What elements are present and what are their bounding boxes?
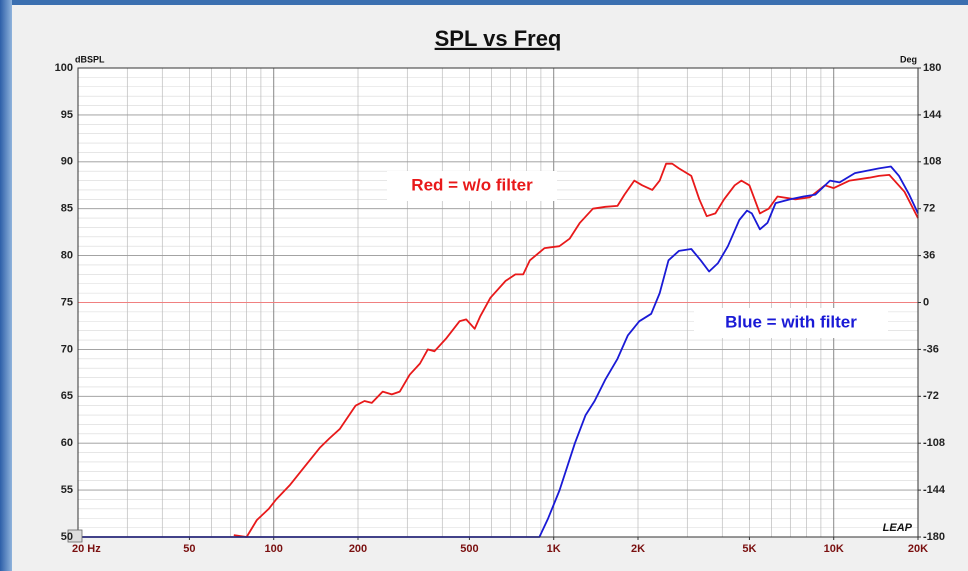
y-axis-label: dBSPL — [75, 54, 105, 64]
y2-tick-label: -144 — [923, 484, 946, 496]
y2-tick-label: 144 — [923, 109, 942, 121]
y-tick-label: 75 — [61, 296, 73, 308]
x-tick-label: 20K — [908, 543, 928, 555]
x-tick-label: 100 — [265, 543, 283, 555]
annotation: Blue = with filter — [725, 312, 857, 331]
annotation-box — [387, 171, 557, 201]
y-tick-label: 100 — [55, 62, 73, 74]
y2-axis-label: Deg — [900, 54, 917, 64]
x-tick-label: 1K — [547, 543, 561, 555]
y-tick-label: 65 — [61, 390, 73, 402]
x-tick-label: 2K — [631, 543, 645, 555]
x-tick-label: 50 — [183, 543, 195, 555]
y-tick-label: 90 — [61, 156, 73, 168]
y2-tick-label: 36 — [923, 250, 935, 262]
y-tick-label: 80 — [61, 250, 73, 262]
plot-border — [77, 67, 919, 538]
x-tick-label: 20 Hz — [72, 543, 101, 555]
x-tick-label: 200 — [349, 543, 367, 555]
window-frame — [0, 0, 12, 571]
y-tick-label: 55 — [61, 484, 73, 496]
y-tick-label: 70 — [61, 343, 73, 355]
logo: LEAP — [883, 522, 913, 534]
x-tick-label: 10K — [824, 543, 844, 555]
icon — [67, 529, 83, 543]
y2-tick-label: -36 — [923, 343, 939, 355]
y-tick-label: 50 — [61, 531, 73, 543]
x-tick-label: 500 — [460, 543, 478, 555]
window-frame — [0, 0, 968, 5]
y2-tick-label: -180 — [923, 531, 945, 543]
y2-tick-label: -72 — [923, 390, 939, 402]
series-line — [78, 165, 919, 538]
y-tick-label: 60 — [61, 437, 73, 449]
x-tick-label: 5K — [742, 543, 756, 555]
y2-tick-label: 72 — [923, 203, 935, 215]
chart-title: SPL vs Freq — [435, 26, 562, 51]
y-tick-label: 95 — [61, 109, 73, 121]
series-line — [233, 162, 919, 538]
y2-tick-label: 108 — [923, 156, 941, 168]
y2-tick-label: 0 — [923, 296, 929, 308]
annotation-box — [694, 308, 888, 338]
annotation: Red = w/o filter — [411, 175, 533, 194]
y2-tick-label: -108 — [923, 437, 945, 449]
y2-tick-label: 180 — [923, 62, 941, 74]
y-tick-label: 85 — [61, 203, 73, 215]
